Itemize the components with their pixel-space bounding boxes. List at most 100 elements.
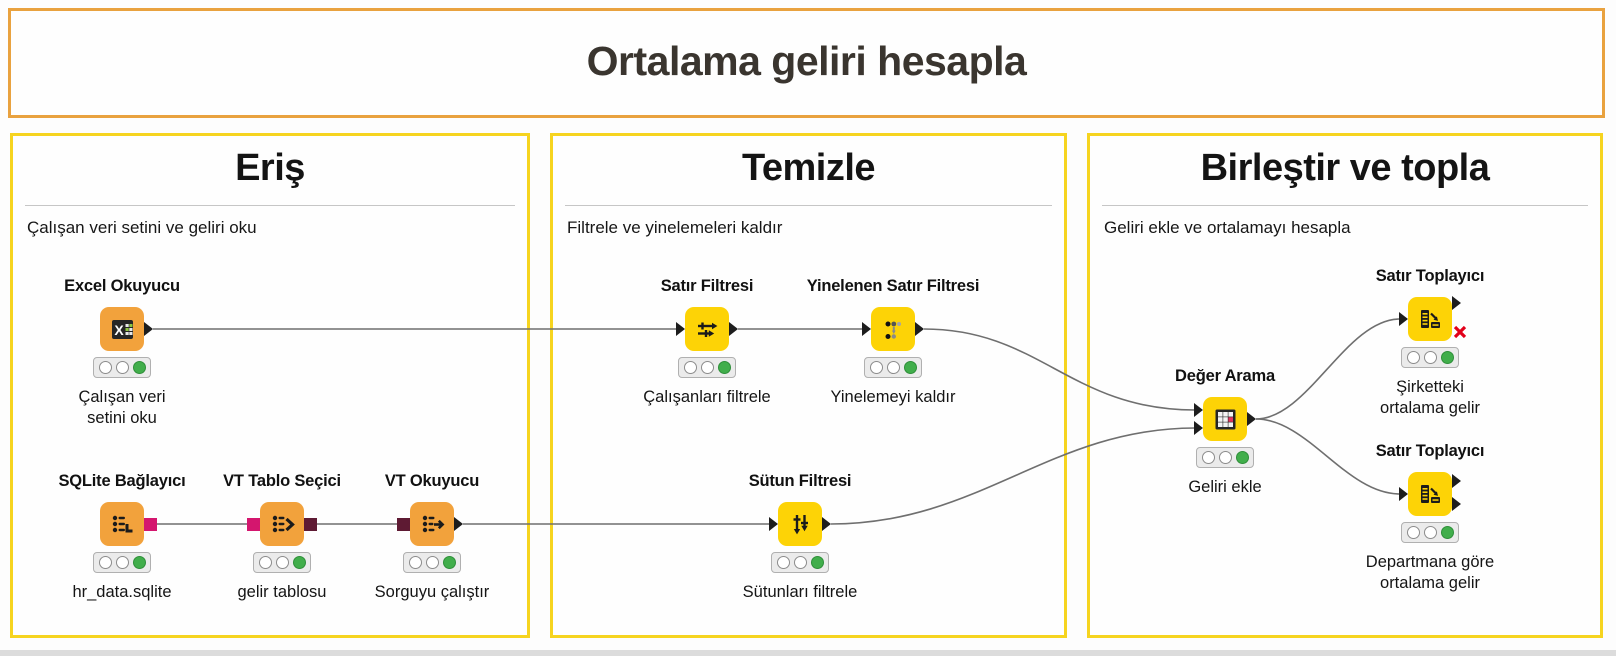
status-traffic-light (253, 552, 311, 573)
node-body-db-reader[interactable] (397, 502, 463, 546)
row-aggregator-icon (1420, 309, 1440, 328)
node-name: Değer Arama (1175, 367, 1275, 385)
status-red (258, 556, 272, 569)
status-red (1201, 451, 1215, 464)
node-db-table-selector: VT Tablo Seçici gelir tablosu (172, 472, 392, 603)
input-port-bottom[interactable] (1194, 421, 1203, 435)
db-connection-input-port[interactable] (247, 517, 260, 531)
status-red (776, 556, 790, 569)
output-port[interactable] (454, 517, 463, 531)
node-comment: Şirketteki ortalama gelir (1380, 378, 1480, 417)
node-comment: Yinelemeyi kaldır (830, 388, 956, 406)
status-yellow (115, 556, 129, 569)
node-body-duplicate-row-filter[interactable] (862, 307, 924, 351)
output-port[interactable] (729, 322, 738, 336)
node-body-db-table-selector[interactable] (247, 502, 317, 546)
input-port[interactable] (1399, 312, 1408, 326)
section-subtitle: Geliri ekle ve ortalamayı hesapla (1104, 218, 1351, 237)
node-comment: gelir tablosu (237, 583, 327, 601)
output-port-top[interactable] (1452, 296, 1461, 310)
node-comment: Çalışan veri setini oku (78, 388, 166, 427)
node-name: Satır Toplayıcı (1375, 442, 1485, 460)
connection-valuelookup-to-aggregator1[interactable] (1255, 318, 1401, 420)
input-port-top[interactable] (1194, 403, 1203, 417)
status-red (98, 361, 112, 374)
node-body-column-filter[interactable] (769, 502, 831, 546)
input-port[interactable] (862, 322, 871, 336)
input-port[interactable] (676, 322, 685, 336)
output-port[interactable] (1247, 412, 1256, 426)
node-comment: Departmana göre ortalama gelir (1365, 553, 1495, 592)
status-green (132, 361, 146, 374)
node-sqlite-connector: SQLite Bağlayıcı hr_data.sqlite (12, 472, 232, 603)
divider (25, 205, 515, 206)
node-row-aggregator-department: Satır Toplayıcı Departm (1320, 442, 1540, 594)
status-traffic-light (403, 552, 461, 573)
workflow-title-annotation[interactable]: Ortalama geliri hesapla (8, 8, 1605, 118)
status-green (903, 361, 917, 374)
section-subtitle: Filtrele ve yinelemeleri kaldır (567, 218, 783, 237)
output-port-top[interactable] (1452, 474, 1461, 488)
node-column-filter: Sütun Filtresi Sütunları filtrele (690, 472, 910, 603)
node-comment: Çalışanları filtrele (643, 388, 771, 406)
node-comment: hr_data.sqlite (72, 583, 172, 601)
connection-columnfilter-to-valuelookup[interactable] (830, 427, 1196, 525)
node-name: VT Tablo Seçici (223, 472, 341, 490)
status-green (132, 556, 146, 569)
output-port[interactable] (144, 322, 153, 336)
divider (1102, 205, 1588, 206)
node-name: Excel Okuyucu (64, 277, 180, 295)
status-green (810, 556, 824, 569)
node-comment: Sorguyu çalıştır (374, 583, 490, 601)
node-value-lookup: Değer Arama Geliri ekle (1115, 367, 1335, 498)
status-red (869, 361, 883, 374)
status-red (1406, 351, 1420, 364)
node-row-aggregator-company: Satır Toplayıcı (1320, 267, 1540, 419)
node-body-row-filter[interactable] (676, 307, 738, 351)
status-yellow (700, 361, 714, 374)
status-traffic-light (93, 552, 151, 573)
status-traffic-light (1401, 522, 1459, 543)
status-traffic-light (678, 357, 736, 378)
excel-icon: X (111, 319, 133, 339)
node-excel-reader: Excel Okuyucu X Çalışan veri setini oku (12, 277, 232, 429)
node-body-row-aggregator-company[interactable] (1399, 296, 1467, 341)
node-name: SQLite Bağlayıcı (58, 472, 186, 490)
node-name: Satır Filtresi (660, 277, 754, 295)
status-red (408, 556, 422, 569)
status-yellow (1423, 351, 1437, 364)
node-body-excel-reader[interactable]: X (100, 307, 153, 351)
connection-valuelookup-to-aggregator2[interactable] (1255, 418, 1401, 495)
column-filter-icon (793, 514, 808, 534)
row-aggregator-icon (1420, 484, 1440, 503)
node-name: Sütun Filtresi (748, 472, 852, 490)
node-row-filter: Satır Filtresi Çalışanları filtrele (597, 277, 817, 408)
node-comment: Sütunları filtrele (742, 583, 858, 601)
connection-dupfilter-to-valuelookup[interactable] (923, 328, 1196, 411)
node-body-value-lookup[interactable] (1194, 397, 1256, 441)
status-yellow (886, 361, 900, 374)
svg-text:X: X (114, 322, 124, 338)
node-name: Yinelenen Satır Filtresi (806, 277, 980, 295)
status-yellow (425, 556, 439, 569)
status-yellow (115, 361, 129, 374)
output-port-bottom[interactable] (1452, 497, 1461, 511)
node-comment: Geliri ekle (1188, 478, 1262, 496)
output-port[interactable] (915, 322, 924, 336)
db-data-input-port[interactable] (397, 517, 410, 531)
section-subtitle: Çalışan veri setini ve geliri oku (27, 218, 257, 237)
input-port[interactable] (1399, 487, 1408, 501)
node-body-row-aggregator-department[interactable] (1399, 472, 1461, 516)
node-duplicate-row-filter: Yinelenen Satır Filtresi Yinelemeyi kald… (783, 277, 1003, 408)
status-red (98, 556, 112, 569)
status-green (717, 361, 731, 374)
node-body-sqlite-connector[interactable] (100, 502, 157, 546)
db-data-output-port[interactable] (304, 517, 317, 531)
status-yellow (275, 556, 289, 569)
output-port[interactable] (822, 517, 831, 531)
status-green (1235, 451, 1249, 464)
db-connection-output-port[interactable] (144, 517, 157, 531)
input-port[interactable] (769, 517, 778, 531)
